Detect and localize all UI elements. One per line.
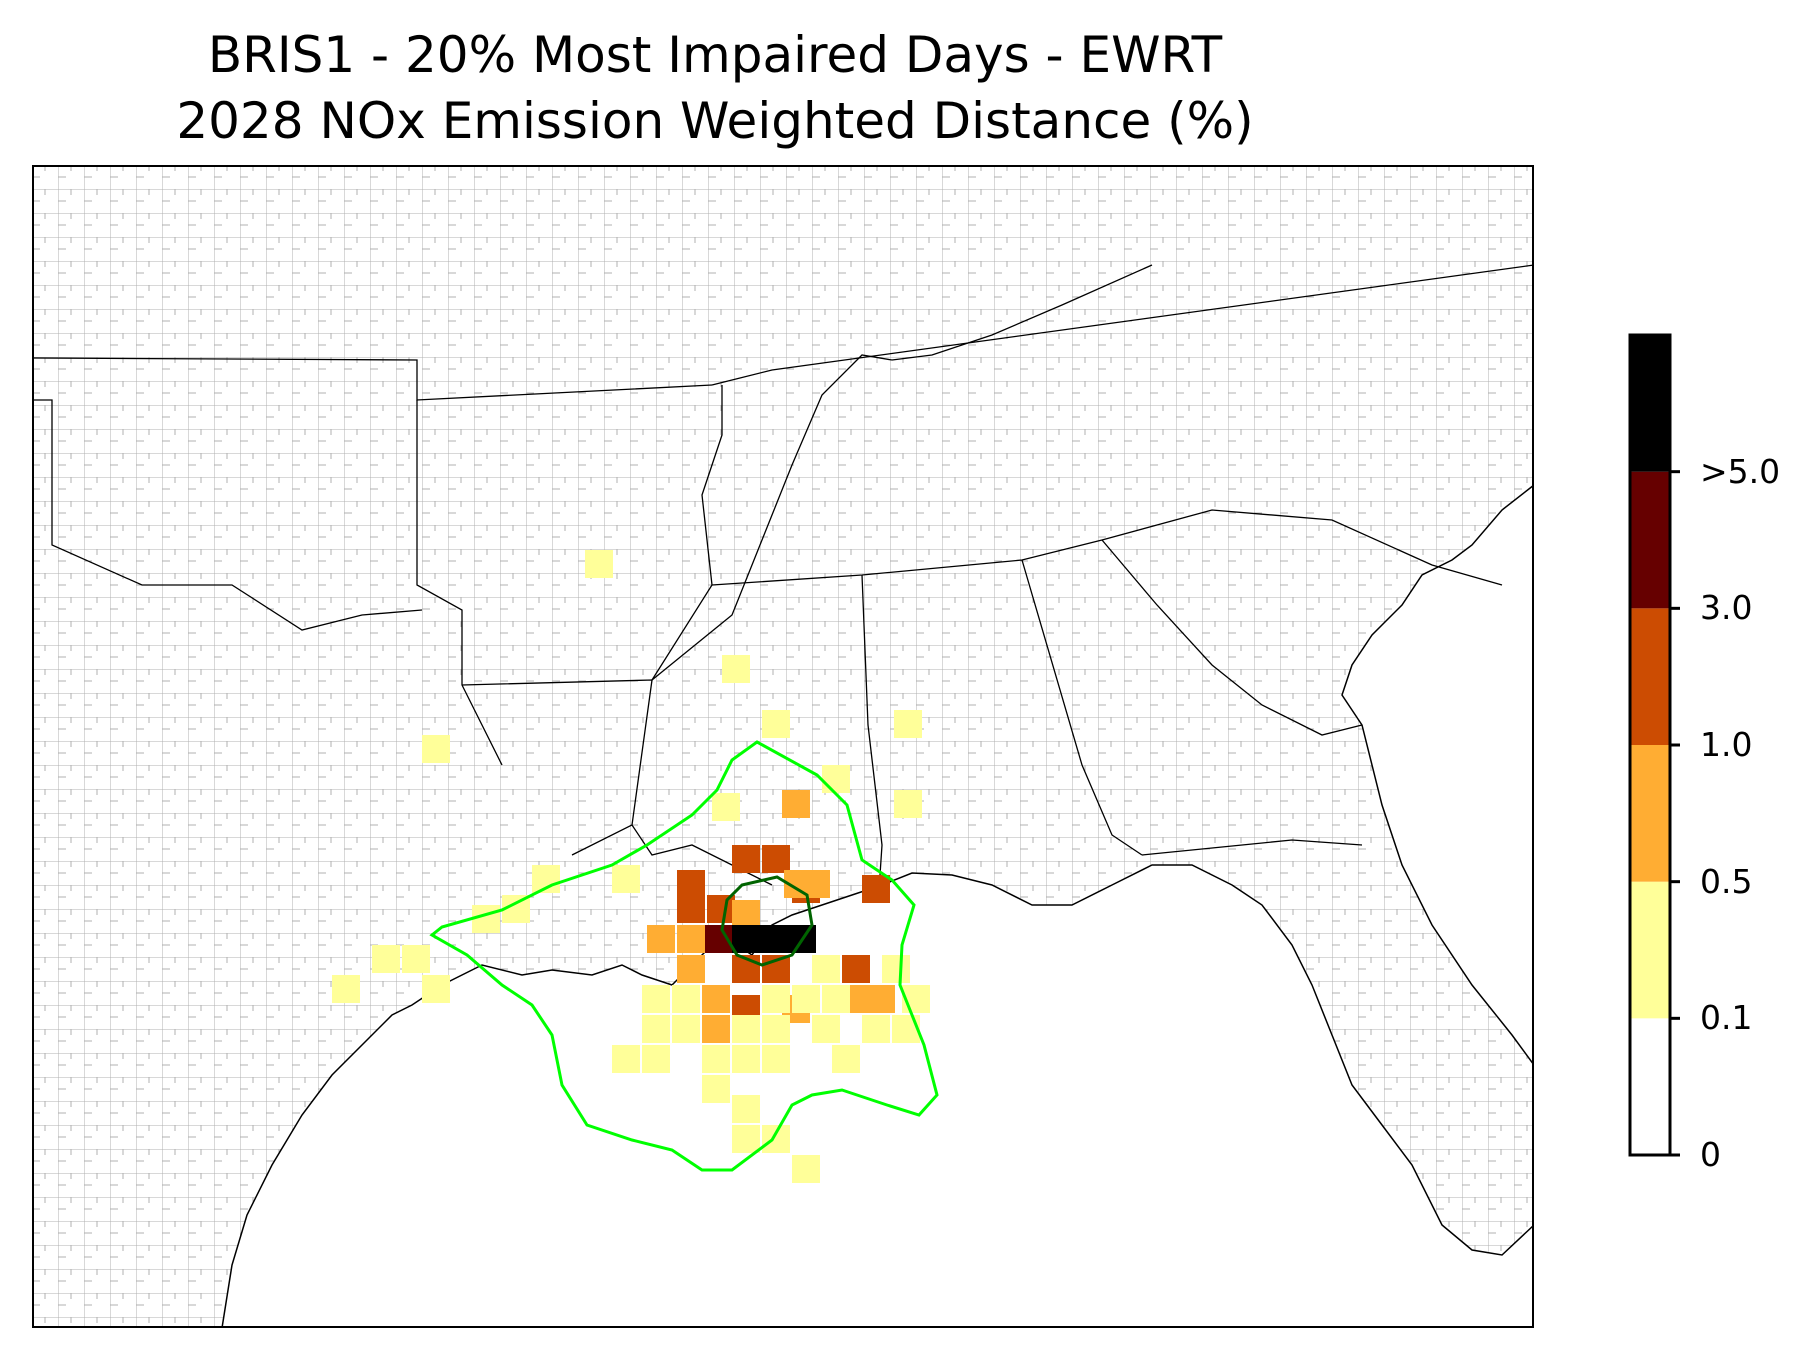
emission-grid-cell xyxy=(585,550,613,578)
colorbar-tick-label: 3.0 xyxy=(1700,588,1753,628)
outer-contour xyxy=(429,740,939,1172)
colorbar-segment xyxy=(1630,608,1670,745)
emission-grid-cell xyxy=(422,975,450,1003)
emission-grid-cell xyxy=(732,845,760,873)
colorbar-tick-label: 1.0 xyxy=(1700,725,1753,764)
emission-grid-cell xyxy=(612,1045,640,1073)
emission-grid-cell xyxy=(894,790,922,818)
emission-grid-cell xyxy=(707,895,735,923)
emission-grid-cell xyxy=(732,1015,760,1043)
emission-grid-cell xyxy=(812,955,840,983)
emission-grid-cells xyxy=(332,550,930,1183)
emission-grid-cell xyxy=(702,985,730,1013)
emission-grid-cell xyxy=(732,900,760,928)
colorbar-tick-label: >5.0 xyxy=(1700,451,1781,491)
emission-grid-cell xyxy=(677,895,705,923)
emission-grid-cell xyxy=(812,1015,840,1043)
colorbar-segment xyxy=(1630,745,1670,882)
emission-grid-cell xyxy=(792,1155,820,1183)
inner-contour xyxy=(720,875,814,967)
emission-grid-cell xyxy=(702,1045,730,1073)
emission-grid-cell xyxy=(732,925,760,953)
emission-grid-cell xyxy=(642,1045,670,1073)
emission-grid-cell xyxy=(894,710,922,738)
emission-grid-cell xyxy=(762,710,790,738)
emission-grid-cell xyxy=(732,1125,760,1153)
colorbar-segment xyxy=(1630,881,1670,1019)
emission-grid-cell xyxy=(677,955,705,983)
emission-grid-cell xyxy=(422,735,450,763)
colorbar-segment xyxy=(1630,1018,1670,1155)
emission-grid-cell xyxy=(732,1045,760,1073)
emission-grid-cell xyxy=(832,1045,860,1073)
emission-grid-cell xyxy=(762,1125,790,1153)
emission-grid-cell xyxy=(762,1045,790,1073)
emission-grid-cell xyxy=(702,1075,730,1103)
emission-grid-cell xyxy=(402,945,430,973)
chart-title-line1: BRIS1 - 20% Most Impaired Days - EWRT xyxy=(207,26,1223,84)
emission-grid-cell xyxy=(472,905,500,933)
emission-grid-cell xyxy=(677,870,705,898)
emission-grid-cell xyxy=(732,1095,760,1123)
emission-grid-cell xyxy=(862,1015,890,1043)
state-boundaries xyxy=(32,264,1534,886)
emission-grid-cell xyxy=(762,845,790,873)
emission-grid-cell xyxy=(867,985,895,1013)
emission-grid-cell xyxy=(862,875,890,903)
emission-grid-cell xyxy=(672,1015,700,1043)
emission-grid-cell xyxy=(372,945,400,973)
emission-grid-cell xyxy=(760,925,788,953)
emission-grid-cell xyxy=(647,925,675,953)
colorbar-tick-label: 0 xyxy=(1700,1135,1721,1174)
emission-grid-cell xyxy=(882,955,910,983)
colorbar-tick-label: 0.1 xyxy=(1700,998,1753,1038)
emission-grid-cell xyxy=(702,1015,730,1043)
emission-grid-cell xyxy=(612,865,640,893)
emission-grid-cell xyxy=(892,1015,920,1043)
emission-grid-cell xyxy=(762,1015,790,1043)
emission-grid-cell xyxy=(822,985,850,1013)
colorbar-segment xyxy=(1630,335,1670,472)
emission-grid-cell xyxy=(642,985,670,1013)
chart-title-line2: 2028 NOx Emission Weighted Distance (%) xyxy=(176,92,1254,150)
emission-grid-cell xyxy=(642,1015,670,1043)
emission-grid-cell xyxy=(792,985,820,1013)
emission-grid-cell xyxy=(672,985,700,1013)
emission-grid-cell xyxy=(677,925,705,953)
emission-grid-cell xyxy=(722,655,750,683)
colorbar-tick-label: 0.5 xyxy=(1700,861,1753,901)
map-panel xyxy=(32,165,1534,1328)
colorbar-segment xyxy=(1630,471,1670,609)
emission-grid-cell xyxy=(842,955,870,983)
colorbar xyxy=(1628,333,1680,1157)
emission-grid-cell xyxy=(782,790,810,818)
emission-grid-cell xyxy=(822,765,850,793)
emission-grid-cell xyxy=(332,975,360,1003)
emission-grid-cell xyxy=(712,793,740,821)
emission-grid-cell xyxy=(762,985,790,1013)
